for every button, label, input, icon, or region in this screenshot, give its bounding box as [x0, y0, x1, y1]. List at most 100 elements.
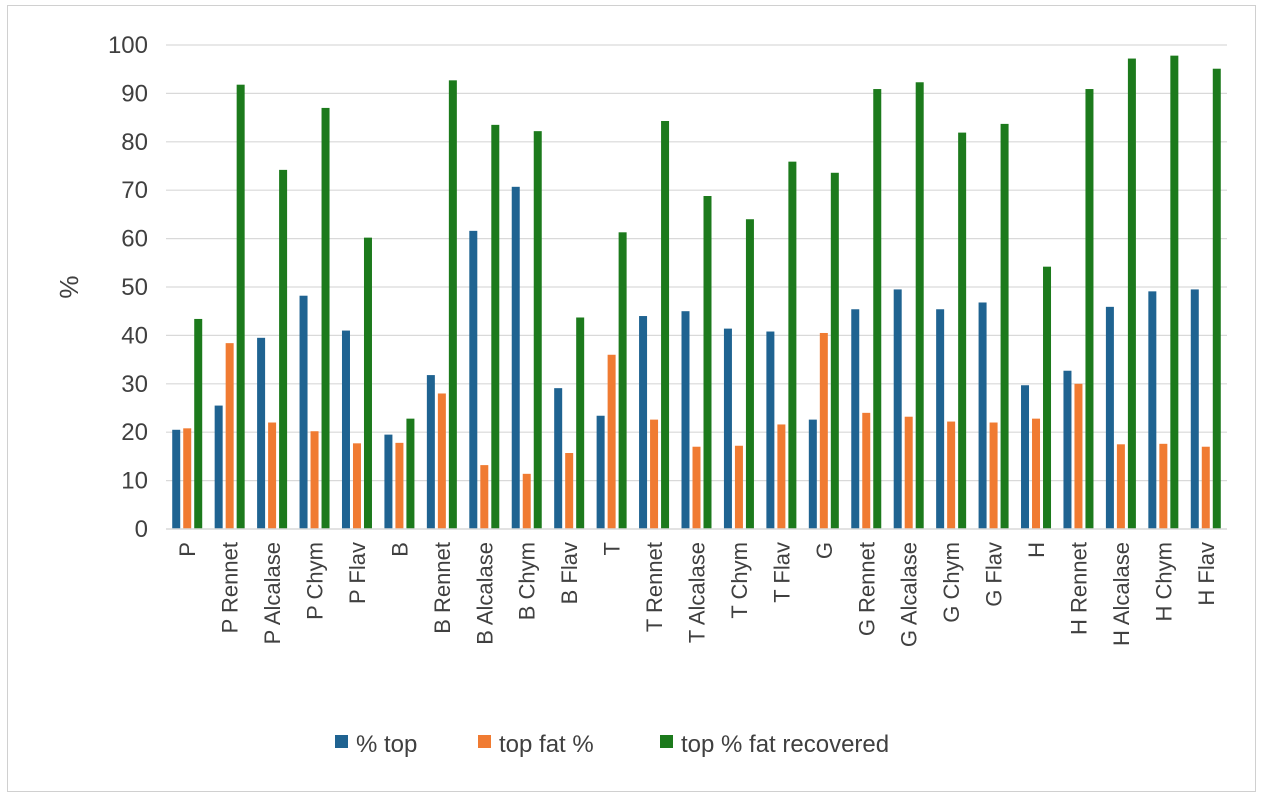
- bar: [936, 309, 945, 529]
- bar: [1000, 123, 1009, 529]
- x-tick-label: H Rennet: [1066, 542, 1091, 635]
- y-tick-label: 90: [121, 80, 148, 107]
- bar: [1063, 370, 1072, 529]
- bar: [533, 131, 542, 530]
- legend-label: top % fat recovered: [681, 731, 889, 758]
- legend-swatch: [660, 735, 673, 748]
- x-tick-label: P Alcalase: [260, 542, 285, 644]
- bar: [1190, 289, 1199, 529]
- bar: [851, 309, 860, 529]
- bar: [1105, 306, 1114, 529]
- x-tick-label: G Alcalase: [897, 542, 922, 647]
- legend-swatch: [478, 735, 491, 748]
- x-tick-label: P Chym: [303, 542, 328, 620]
- bar: [279, 169, 288, 529]
- x-tick-label: T Alcalase: [685, 542, 710, 643]
- bar: [958, 132, 967, 529]
- legend-label: top fat %: [499, 731, 594, 758]
- y-tick-label: 40: [121, 322, 148, 349]
- bar: [661, 120, 670, 529]
- bar: [194, 318, 203, 529]
- bar: [607, 354, 616, 529]
- legend-label: % top: [356, 731, 417, 758]
- bar: [554, 388, 563, 529]
- y-tick-label: 20: [121, 419, 148, 446]
- x-tick-label: H Chym: [1151, 542, 1176, 621]
- x-tick-label: B Flav: [557, 542, 582, 604]
- bar: [522, 473, 531, 529]
- x-tick-label: H Flav: [1194, 542, 1219, 606]
- bar: [618, 232, 627, 530]
- x-tick-label: G Chym: [939, 542, 964, 623]
- bar: [1074, 383, 1083, 529]
- bar: [1032, 418, 1041, 529]
- bar: [299, 295, 308, 529]
- y-axis-label: %: [54, 275, 84, 298]
- bar: [1021, 385, 1030, 529]
- bar: [172, 429, 181, 529]
- bar: [873, 89, 882, 529]
- y-tick-label: 60: [121, 226, 148, 253]
- y-tick-label: 100: [108, 32, 148, 59]
- bar: [448, 80, 457, 529]
- bar: [1116, 444, 1125, 529]
- bar: [363, 237, 372, 529]
- x-tick-label: B: [387, 542, 412, 557]
- bar: [989, 422, 998, 529]
- bar: [236, 84, 245, 530]
- bar: [893, 289, 902, 529]
- bar: [406, 418, 415, 529]
- bar: [214, 405, 223, 529]
- bar: [1201, 446, 1210, 529]
- x-tick-label: B Alcalase: [472, 542, 497, 645]
- bar: [681, 311, 690, 529]
- x-tick-label: H Alcalase: [1109, 542, 1134, 646]
- bar: [426, 375, 435, 529]
- x-tick-label: H: [1024, 542, 1049, 558]
- bar: [395, 442, 404, 529]
- bar: [576, 317, 585, 529]
- x-tick-label: G Rennet: [854, 542, 879, 636]
- x-tick-label: P Flav: [345, 542, 370, 604]
- y-tick-label: 70: [121, 177, 148, 204]
- bar: [862, 412, 871, 529]
- bar: [830, 172, 839, 529]
- bar: [766, 331, 775, 529]
- bar: [437, 393, 446, 529]
- bar: [904, 416, 913, 529]
- legend-swatch: [335, 735, 348, 748]
- bar: [777, 424, 786, 529]
- x-tick-label: T: [600, 542, 625, 555]
- bar: [310, 431, 319, 529]
- y-tick-label: 50: [121, 274, 148, 301]
- bar: [1127, 58, 1136, 529]
- y-axis-ticks: 0 10 20 30 40 50 60 70 80 90 100: [108, 32, 148, 543]
- bar: [650, 419, 659, 529]
- x-axis-ticks: P P Rennet P Alcalase P Chym P Flav B B Rennet…: [175, 542, 1219, 647]
- bar: [321, 107, 330, 530]
- x-tick-label: T Chym: [727, 542, 752, 619]
- x-tick-label: P Rennet: [218, 542, 243, 633]
- bar: [639, 316, 648, 529]
- bar: [491, 124, 500, 530]
- x-tick-label: B Chym: [515, 542, 540, 620]
- bar: [596, 415, 605, 529]
- bar: [469, 230, 478, 529]
- x-tick-label: P: [175, 542, 200, 557]
- legend: % top top fat % top % fat recovered: [335, 731, 889, 758]
- bars: [172, 55, 1221, 530]
- bar: [183, 428, 192, 529]
- bar: [723, 328, 732, 529]
- bar: [384, 434, 393, 529]
- bar: [808, 419, 817, 529]
- bar: [915, 82, 924, 529]
- bar: [692, 446, 701, 529]
- x-tick-label: G: [812, 542, 837, 559]
- bar: [565, 453, 574, 529]
- bar: [947, 421, 956, 529]
- bar: [703, 196, 712, 529]
- y-tick-label: 80: [121, 129, 148, 156]
- bar: [225, 343, 234, 529]
- bar: [978, 302, 987, 529]
